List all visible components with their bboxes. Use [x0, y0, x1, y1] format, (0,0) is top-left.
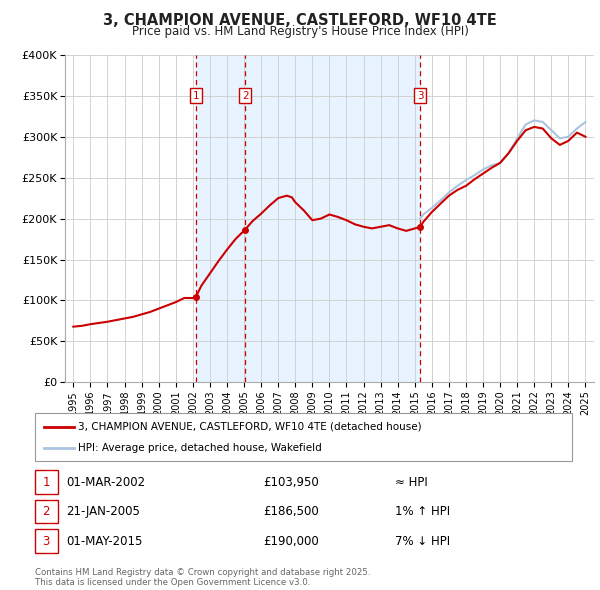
- Text: HPI: Average price, detached house, Wakefield: HPI: Average price, detached house, Wake…: [78, 443, 322, 453]
- Text: £103,950: £103,950: [263, 476, 319, 489]
- Text: £190,000: £190,000: [263, 535, 319, 548]
- Text: 21-JAN-2005: 21-JAN-2005: [66, 505, 140, 518]
- Text: 1: 1: [193, 91, 199, 101]
- Text: 3, CHAMPION AVENUE, CASTLEFORD, WF10 4TE: 3, CHAMPION AVENUE, CASTLEFORD, WF10 4TE: [103, 13, 497, 28]
- Bar: [196, 55, 245, 382]
- Text: 7% ↓ HPI: 7% ↓ HPI: [395, 535, 450, 548]
- Text: 3, CHAMPION AVENUE, CASTLEFORD, WF10 4TE (detached house): 3, CHAMPION AVENUE, CASTLEFORD, WF10 4TE…: [78, 421, 422, 431]
- Text: 2: 2: [43, 505, 50, 518]
- Text: 1: 1: [43, 476, 50, 489]
- Text: Price paid vs. HM Land Registry's House Price Index (HPI): Price paid vs. HM Land Registry's House …: [131, 25, 469, 38]
- Text: Contains HM Land Registry data © Crown copyright and database right 2025.
This d: Contains HM Land Registry data © Crown c…: [35, 568, 370, 587]
- Text: 01-MAY-2015: 01-MAY-2015: [66, 535, 142, 548]
- Bar: [245, 55, 421, 382]
- Text: ≈ HPI: ≈ HPI: [395, 476, 428, 489]
- Text: 1% ↑ HPI: 1% ↑ HPI: [395, 505, 450, 518]
- Text: £186,500: £186,500: [263, 505, 319, 518]
- Text: 3: 3: [417, 91, 424, 101]
- Text: 01-MAR-2002: 01-MAR-2002: [66, 476, 145, 489]
- Text: 2: 2: [242, 91, 248, 101]
- Text: 3: 3: [43, 535, 50, 548]
